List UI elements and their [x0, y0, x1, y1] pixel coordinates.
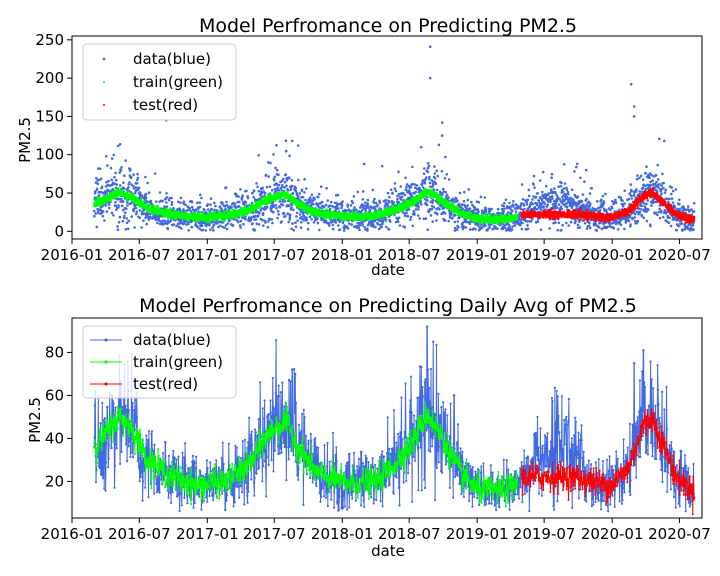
- legend-label: train(green): [133, 73, 223, 91]
- x-tick-label: 2019-01: [446, 525, 509, 543]
- chart-pm25-daily-line: Model Perfromance on Predicting Daily Av…: [26, 295, 711, 560]
- y-axis-ticks: 0 50 100 150 200 250: [35, 31, 72, 240]
- y-tick-label: 150: [35, 107, 64, 125]
- x-tick-label: 2016-01: [41, 246, 104, 264]
- y-tick-label: 200: [35, 69, 64, 87]
- plot-marks: [93, 325, 696, 516]
- x-tick-label: 2018-07: [378, 246, 441, 264]
- legend: data(blue) train(green) test(red): [82, 43, 237, 121]
- chart-pm25-scatter: Model Perfromance on Predicting PM2.5 0 5…: [16, 15, 711, 279]
- legend-label: test(red): [133, 96, 198, 114]
- y-tick-label: 60: [45, 386, 64, 404]
- plot-marks: [92, 45, 696, 232]
- y-tick-label: 40: [45, 429, 64, 447]
- y-axis-label: PM2.5: [16, 117, 34, 163]
- series-test-markers: [520, 408, 696, 516]
- legend-entry-data: data(blue): [90, 331, 211, 349]
- x-tick-label: 2020-01: [581, 525, 644, 543]
- chart-title: Model Perfromance on Predicting Daily Av…: [139, 295, 637, 317]
- legend-label: train(green): [133, 353, 223, 371]
- y-tick-label: 0: [54, 222, 64, 240]
- series-test-line: [521, 408, 695, 515]
- legend: data(blue) train(green) test(red): [82, 325, 237, 399]
- series-data-markers: [93, 325, 696, 513]
- x-tick-label: 2016-01: [41, 525, 104, 543]
- legend-marker: [104, 338, 108, 342]
- x-tick-label: 2020-01: [581, 246, 644, 264]
- y-tick-label: 250: [35, 31, 64, 49]
- legend-marker: [103, 104, 105, 106]
- y-tick-label: 100: [35, 146, 64, 164]
- x-axis-label: date: [371, 261, 405, 279]
- x-tick-label: 2018-07: [378, 525, 441, 543]
- legend-entry-train: train(green): [103, 73, 223, 91]
- legend-entry-data: data(blue): [102, 50, 211, 68]
- legend-marker: [104, 382, 108, 386]
- x-tick-label: 2017-07: [243, 525, 306, 543]
- legend-marker: [102, 57, 106, 61]
- x-tick-label: 2019-01: [446, 246, 509, 264]
- x-axis-ticks: 2016-01 2016-07 2017-01 2017-07 2018-01 2018-…: [41, 239, 711, 264]
- x-tick-label: 2020-07: [648, 246, 711, 264]
- legend-label: data(blue): [133, 50, 211, 68]
- y-tick-label: 20: [45, 472, 64, 490]
- legend-marker: [103, 81, 105, 83]
- y-axis-ticks: 20 40 60 80: [45, 343, 72, 490]
- plot-frame: [71, 35, 703, 240]
- x-tick-label: 2018-01: [311, 246, 374, 264]
- x-tick-label: 2019-07: [513, 246, 576, 264]
- x-tick-label: 2017-01: [176, 246, 239, 264]
- x-tick-label: 2020-07: [648, 525, 711, 543]
- x-tick-label: 2019-07: [513, 525, 576, 543]
- legend-entry-test: test(red): [103, 96, 198, 114]
- legend-label: data(blue): [133, 331, 211, 349]
- x-tick-label: 2016-07: [108, 525, 171, 543]
- x-tick-label: 2017-07: [243, 246, 306, 264]
- legend-box: [82, 325, 237, 399]
- chart-title: Model Perfromance on Predicting PM2.5: [199, 15, 577, 37]
- series-train-points: [93, 187, 519, 226]
- series-train-markers: [93, 401, 519, 508]
- plot-frame: [71, 317, 703, 519]
- series-test-points: [520, 186, 696, 224]
- x-axis-label: date: [371, 542, 405, 560]
- legend-marker: [104, 360, 108, 364]
- legend-entry-test: test(red): [90, 375, 198, 393]
- y-tick-label: 50: [45, 184, 64, 202]
- legend-entry-train: train(green): [90, 353, 223, 371]
- x-tick-label: 2018-01: [311, 525, 374, 543]
- legend-box: [82, 43, 237, 121]
- x-tick-label: 2017-01: [176, 525, 239, 543]
- y-tick-label: 80: [45, 343, 64, 361]
- x-axis-ticks: 2016-01 2016-07 2017-01 2017-07 2018-01 2018-…: [41, 518, 711, 543]
- y-axis-label: PM2.5: [26, 397, 44, 443]
- x-tick-label: 2016-07: [108, 246, 171, 264]
- legend-label: test(red): [133, 375, 198, 393]
